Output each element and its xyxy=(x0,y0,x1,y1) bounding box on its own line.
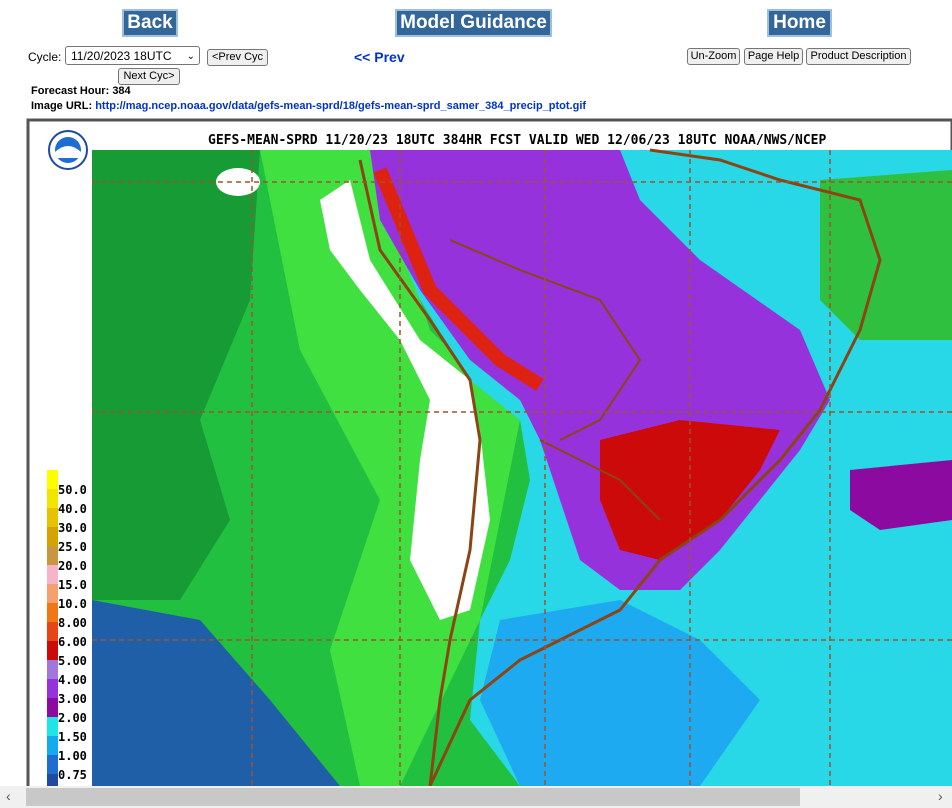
legend-label: 4.00 xyxy=(58,673,87,687)
legend-label: 8.00 xyxy=(58,616,87,630)
image-url-link[interactable]: http://mag.ncep.noaa.gov/data/gefs-mean-… xyxy=(95,100,587,112)
cycle-value: 11/20/2023 18UTC xyxy=(71,49,172,63)
image-url: Image URL: http://mag.ncep.noaa.gov/data… xyxy=(31,100,586,112)
legend-label: 30.0 xyxy=(58,521,87,535)
next-cycle-button[interactable]: Next Cyc> xyxy=(118,68,180,85)
legend-label: 25.0 xyxy=(58,540,87,554)
field-red xyxy=(600,420,780,560)
legend-label: 2.00 xyxy=(58,711,87,725)
grid-lines xyxy=(92,150,952,786)
field-cyan xyxy=(370,150,952,786)
legend-label: 15.0 xyxy=(58,578,87,592)
legend-swatch xyxy=(47,546,58,565)
legend-swatch xyxy=(47,660,58,679)
legend-label: 5.00 xyxy=(58,654,87,668)
legend-swatch xyxy=(47,508,58,527)
legend-swatch xyxy=(47,679,58,698)
coastlines xyxy=(358,148,882,787)
legend-swatch xyxy=(47,755,58,774)
legend-label: 20.0 xyxy=(58,559,87,573)
model-guidance-button[interactable]: Model Guidance xyxy=(395,9,552,37)
horizontal-scrollbar[interactable]: ‹ › xyxy=(0,786,952,808)
legend-swatch xyxy=(47,470,58,489)
unzoom-button[interactable]: Un-Zoom xyxy=(687,48,740,65)
page-help-button[interactable]: Page Help xyxy=(744,48,803,65)
legend-swatch xyxy=(47,698,58,717)
legend-label: 1.00 xyxy=(58,749,87,763)
field-light-blue xyxy=(480,600,760,786)
legend-swatch xyxy=(47,717,58,736)
prev-cycle-button[interactable]: <Prev Cyc xyxy=(207,49,268,66)
legend-swatch xyxy=(47,489,58,508)
scrollbar-thumb[interactable] xyxy=(26,788,800,806)
noaa-logo xyxy=(48,130,88,170)
field-purple xyxy=(370,150,830,590)
forecast-hour-label: Forecast Hour: xyxy=(31,85,110,97)
legend-swatch xyxy=(47,641,58,660)
legend-swatch xyxy=(47,565,58,584)
cycle-label: Cycle: xyxy=(28,50,62,64)
forecast-hour-value: 384 xyxy=(112,85,131,97)
map-plot xyxy=(92,148,952,787)
map-frame xyxy=(26,118,952,790)
map-title: GEFS-MEAN-SPRD 11/20/23 18UTC 384HR FCST… xyxy=(208,133,826,148)
field-white-spot xyxy=(216,168,260,196)
legend-label: 0.75 xyxy=(58,768,87,782)
field-dark-blue xyxy=(92,600,340,786)
legend-swatch xyxy=(47,527,58,546)
legend-label: 6.00 xyxy=(58,635,87,649)
back-button[interactable]: Back xyxy=(122,9,178,37)
cycle-select[interactable]: 11/20/2023 18UTC ⌄ xyxy=(65,46,200,65)
legend: 50.0 40.0 30.0 25.0 20.0 15.0 10.0 8.00 6.00 5.00… xyxy=(47,470,87,793)
scroll-left-arrow[interactable]: ‹ xyxy=(6,788,11,804)
field-green xyxy=(92,150,952,786)
field-red-andes xyxy=(373,167,544,391)
image-url-label: Image URL: xyxy=(31,100,93,112)
legend-swatch xyxy=(47,736,58,755)
product-description-button[interactable]: Product Description xyxy=(806,48,911,65)
legend-label: 40.0 xyxy=(58,502,87,516)
prev-link[interactable]: << Prev xyxy=(354,49,405,65)
legend-swatch xyxy=(47,603,58,622)
home-button[interactable]: Home xyxy=(767,9,832,37)
legend-swatch xyxy=(47,622,58,641)
scroll-right-arrow[interactable]: › xyxy=(938,788,943,804)
forecast-hour: Forecast Hour: 384 xyxy=(31,85,131,97)
field-white xyxy=(320,180,490,620)
legend-label: 10.0 xyxy=(58,597,87,611)
legend-label: 1.50 xyxy=(58,730,87,744)
legend-label: 3.00 xyxy=(58,692,87,706)
legend-label: 50.0 xyxy=(58,483,87,497)
field-light-green xyxy=(260,150,520,786)
field-dark-green xyxy=(92,150,260,600)
field-green-ne xyxy=(820,170,952,340)
field-purple-east xyxy=(850,460,952,530)
dropdown-arrow: ⌄ xyxy=(186,51,195,62)
legend-swatch xyxy=(47,584,58,603)
